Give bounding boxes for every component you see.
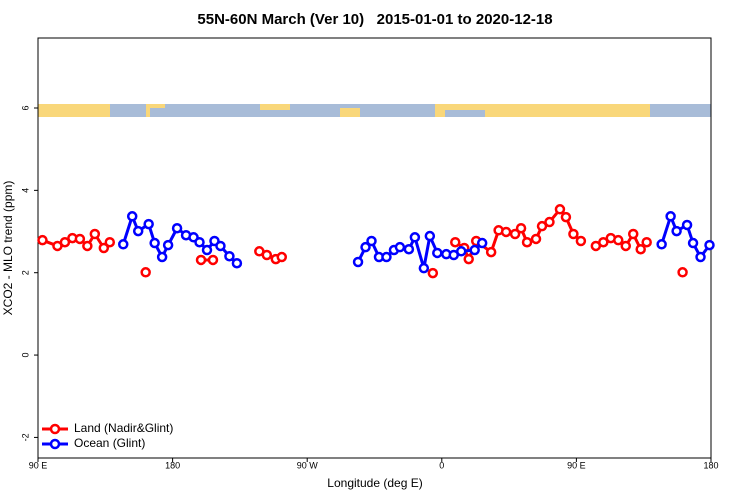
data-point [515, 222, 527, 234]
data-point [598, 236, 609, 248]
legend-label: Ocean (Glint) [74, 436, 145, 450]
data-point [201, 244, 213, 256]
data-point [403, 243, 415, 255]
data-point [620, 240, 632, 252]
data-point [195, 254, 207, 266]
data-point [560, 211, 572, 223]
data-point [656, 239, 667, 250]
data-point [469, 244, 480, 256]
data-point [360, 241, 371, 253]
x-tick-label: 180 [703, 460, 718, 470]
data-point [381, 251, 392, 263]
data-point [568, 228, 579, 240]
data-point [613, 234, 624, 246]
data-point [156, 251, 168, 263]
data-point [224, 250, 235, 262]
data-point [476, 237, 488, 249]
data-point [575, 235, 587, 247]
data-point [463, 253, 474, 265]
data-point [450, 236, 461, 248]
data-point [104, 236, 116, 248]
data-point [695, 251, 706, 263]
data-point [98, 242, 110, 254]
data-point [671, 225, 682, 237]
x-tick-label: 90 E [567, 460, 586, 470]
data-point [89, 228, 101, 240]
data-point [207, 254, 219, 266]
data-point [162, 239, 174, 251]
data-point [677, 267, 688, 278]
data-point [126, 211, 138, 222]
data-point [665, 211, 676, 222]
data-point [59, 236, 71, 248]
data-point [455, 246, 467, 257]
data-point [500, 226, 512, 238]
data-point [149, 237, 160, 249]
data-point [418, 262, 430, 274]
data-point [521, 236, 533, 248]
data-point [140, 267, 151, 278]
data-point [276, 251, 288, 263]
chart-title: 55N-60N March (Ver 10) 2015-01-01 to 202… [197, 11, 552, 28]
y-tick-label: 2 [20, 270, 30, 275]
data-point [687, 237, 699, 249]
y-tick-label: 6 [20, 105, 30, 110]
data-point [82, 240, 93, 252]
data-point [424, 230, 436, 242]
y-tick-label: 4 [20, 188, 30, 193]
data-point [485, 246, 497, 258]
x-axis-label: Longitude (deg E) [327, 476, 422, 490]
legend-marker [49, 438, 61, 450]
data-point [366, 235, 377, 247]
data-point [143, 218, 154, 230]
y-tick-label: -2 [20, 433, 30, 441]
data-point [641, 236, 652, 248]
data-point [231, 257, 243, 269]
data-point [530, 233, 542, 245]
data-point [536, 220, 548, 232]
legend-label: Land (Nadir&Glint) [74, 421, 173, 435]
data-point [215, 240, 226, 252]
x-tick-label: 0 [439, 460, 444, 470]
data-point [409, 232, 421, 243]
data-point [171, 222, 183, 234]
map-strip [38, 104, 711, 117]
data-point [352, 256, 364, 268]
data-point [117, 239, 129, 250]
data-point [509, 228, 521, 240]
x-tick-label: 90 W [297, 460, 319, 470]
data-point [427, 267, 439, 279]
x-tick-label: 180 [165, 460, 180, 470]
data-point [681, 219, 693, 231]
data-point [37, 234, 48, 246]
data-point [432, 247, 443, 259]
data-point [261, 249, 273, 261]
legend-marker [49, 423, 61, 435]
data-point [194, 236, 205, 248]
data-point [635, 243, 646, 255]
data-point [627, 228, 639, 240]
data-point [544, 216, 555, 228]
data-point [554, 204, 566, 215]
data-point [704, 239, 715, 251]
y-tick-label: 0 [20, 353, 30, 358]
data-point [74, 233, 86, 245]
data-point [132, 225, 144, 237]
x-tick-label: 90 E [29, 460, 48, 470]
data-point [394, 241, 406, 253]
y-axis-label: XCO2 - MLO trend (ppm) [1, 181, 15, 316]
